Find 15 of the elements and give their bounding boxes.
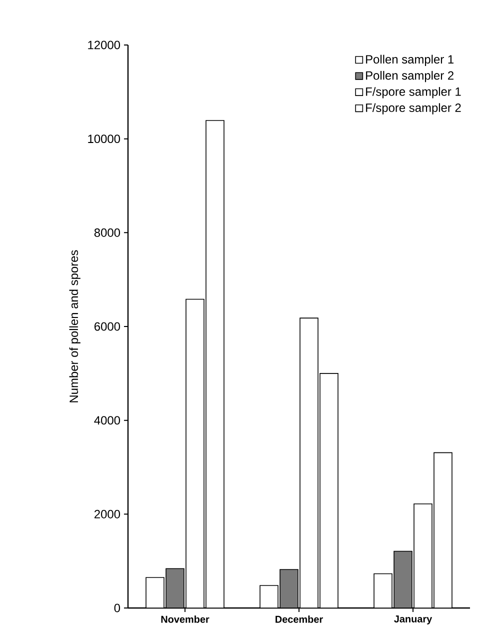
legend-label: F/spore sampler 1 (366, 87, 461, 98)
y-tick-label: 10000 (88, 134, 120, 144)
y-tick-label: 4000 (94, 416, 120, 425)
legend-label: F/spore sampler 2 (366, 103, 461, 114)
y-tick-label: 8000 (94, 228, 120, 237)
y-tick-label: 0 (114, 604, 120, 612)
x-tick-label: January (394, 616, 432, 624)
y-tick-label: 2000 (94, 510, 120, 518)
legend-label: Pollen sampler 1 (366, 54, 454, 66)
y-tick-label: 12000 (88, 40, 120, 50)
y-axis-title: Number of pollen and spores (69, 250, 80, 402)
x-tick-label: November (161, 616, 210, 623)
x-tick-label: December (276, 616, 323, 623)
legend-label: Pollen sampler 2 (366, 70, 454, 82)
y-tick-label: 6000 (94, 322, 120, 331)
